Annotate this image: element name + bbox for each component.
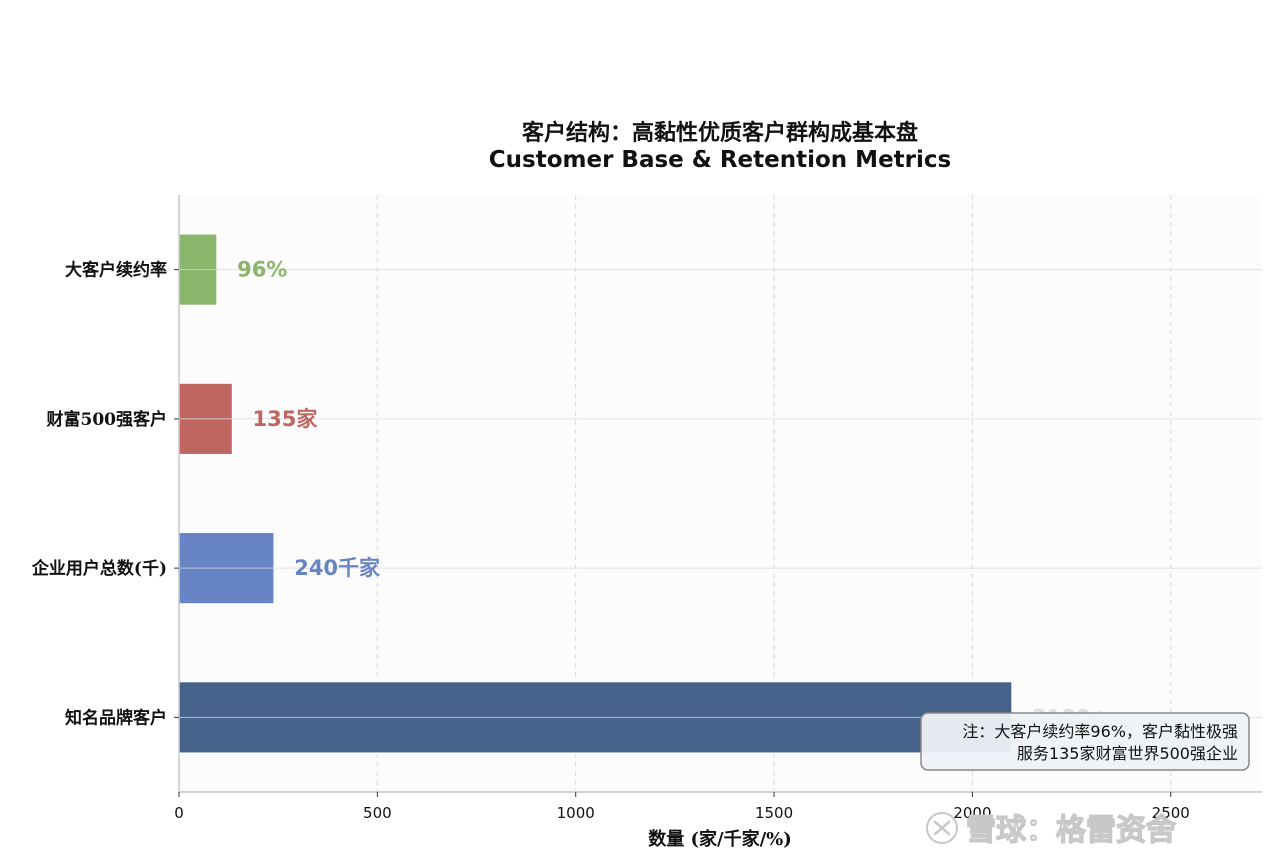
y-tick-label-0: 知名品牌客户 — [64, 707, 167, 728]
y-tick-label-3: 大客户续约率 — [65, 260, 167, 281]
x-tick-label-5: 2500 — [1152, 804, 1190, 822]
snowball-logo-icon — [926, 812, 958, 844]
watermark-text: 雪球：格雷资舍 — [966, 813, 1176, 848]
note-box-frame — [920, 712, 1250, 771]
y-tick-label-2: 财富500强客户 — [46, 409, 168, 430]
chart-title: 客户结构：高黏性优质客户群构成基本盘 — [522, 120, 918, 146]
note-line-2: 服务135家财富世界500强企业 — [1017, 744, 1238, 763]
chart-subtitle: Customer Base & Retention Metrics — [489, 147, 951, 173]
tick-layer: 0 500 1000 1500 2000 2500 知名品牌客户 企业用户总数(千) 财富500… — [31, 260, 1190, 822]
data-label-2: 135家 — [253, 407, 319, 431]
data-label-3: 96% — [237, 258, 287, 282]
x-tick-label-1: 500 — [363, 804, 392, 822]
y-tick-label-1: 企业用户总数(千) — [31, 558, 167, 579]
note-line-1: 注：大客户续约率96%，客户黏性极强 — [962, 722, 1238, 741]
watermark: 雪球：格雷资舍 — [926, 812, 1177, 849]
note-box: 注：大客户续约率96%，客户黏性极强 服务135家财富世界500强企业 — [920, 712, 1250, 771]
data-label-1: 240千家 — [294, 556, 381, 580]
x-tick-label-3: 1500 — [755, 804, 793, 822]
x-tick-label-0: 0 — [174, 804, 184, 822]
x-axis-label: 数量 (家/千家/%) — [648, 828, 792, 850]
x-tick-label-4: 2000 — [953, 804, 991, 822]
x-tick-label-2: 1000 — [557, 804, 595, 822]
